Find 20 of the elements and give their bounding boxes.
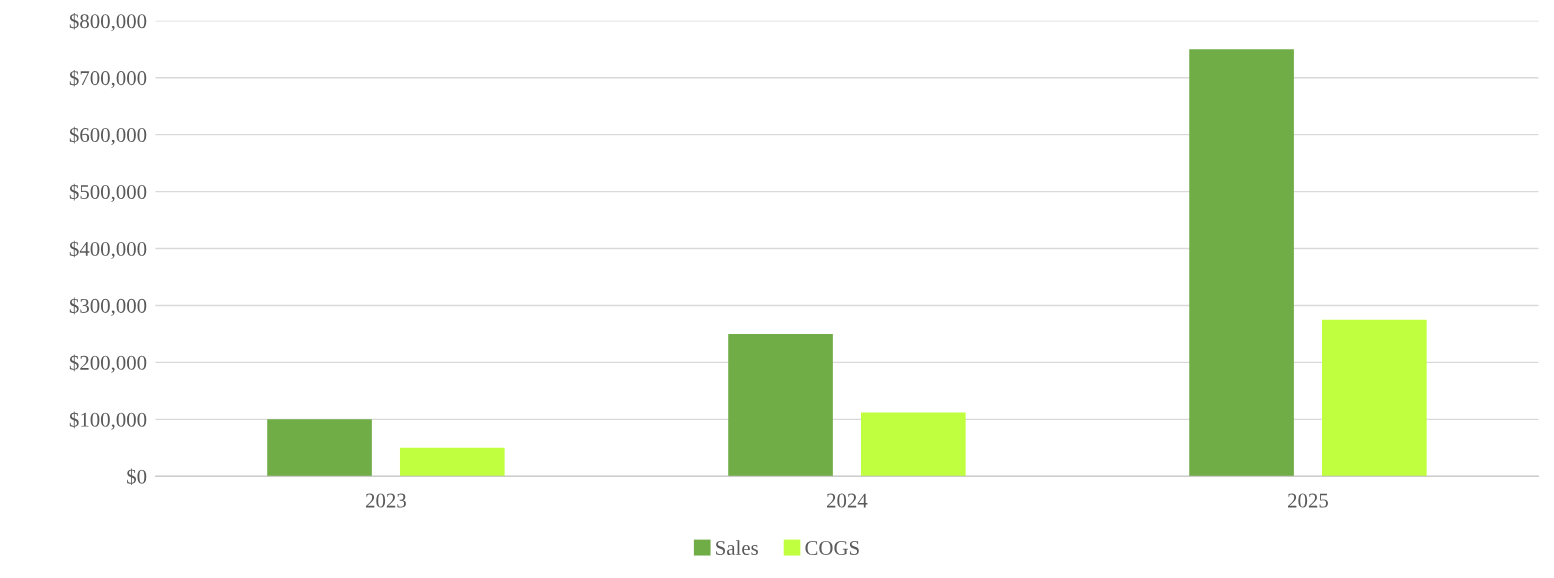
y-tick-label: $400,000 bbox=[69, 240, 147, 259]
legend-label: Sales bbox=[716, 540, 758, 556]
x-tick-label: 2025 bbox=[1288, 493, 1328, 508]
bar bbox=[267, 419, 372, 477]
y-tick-label: $700,000 bbox=[69, 69, 147, 89]
bar bbox=[860, 412, 966, 477]
y-tick-label: $0 bbox=[127, 468, 147, 486]
bar bbox=[728, 333, 833, 477]
bar bbox=[1189, 49, 1294, 477]
legend-label: COGS bbox=[805, 541, 859, 556]
y-tick-label: $200,000 bbox=[69, 354, 147, 373]
x-tick-label: 2023 bbox=[365, 493, 406, 508]
y-tick-label: $500,000 bbox=[69, 183, 147, 203]
y-tick-label: $600,000 bbox=[69, 126, 147, 146]
bar bbox=[1322, 319, 1427, 477]
x-tick-label: 2024 bbox=[827, 493, 868, 508]
y-tick-label: $300,000 bbox=[69, 297, 147, 316]
y-tick-label: $800,000 bbox=[69, 12, 147, 32]
bar bbox=[399, 447, 505, 477]
y-tick-label: $100,000 bbox=[69, 411, 147, 430]
